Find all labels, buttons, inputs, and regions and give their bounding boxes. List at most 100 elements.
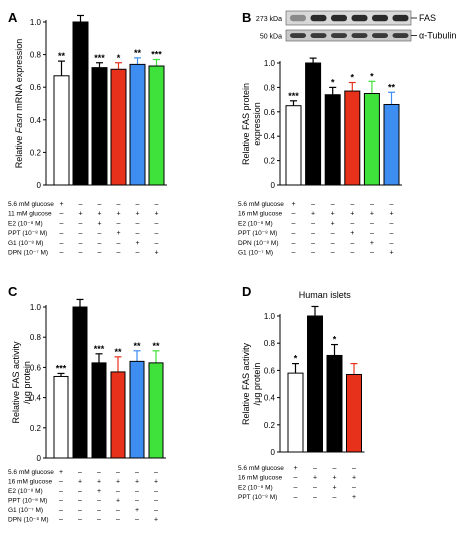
y-tick-label: 0.6 bbox=[30, 363, 42, 372]
condition-mark: – bbox=[97, 469, 101, 476]
y-tick-label: 0.8 bbox=[30, 51, 42, 60]
condition-mark: – bbox=[154, 507, 158, 514]
condition-mark: + bbox=[97, 488, 101, 495]
condition-label: DPN (10⁻⁷ M) bbox=[8, 250, 48, 257]
y-axis-label: Relative Fasn mRNA expression bbox=[14, 39, 24, 169]
blot-band bbox=[392, 33, 409, 39]
condition-label: G1 (10⁻⁸ M) bbox=[8, 240, 43, 247]
condition-mark: – bbox=[79, 250, 83, 257]
condition-label: 16 mM glucose bbox=[238, 475, 282, 482]
y-tick-label: 1.0 bbox=[264, 59, 276, 68]
blot-band bbox=[392, 14, 409, 22]
condition-mark: – bbox=[313, 465, 317, 472]
y-axis-label-line: Relative FAS activity bbox=[11, 341, 21, 424]
y-tick-label: 0.6 bbox=[264, 366, 276, 375]
condition-mark: – bbox=[292, 220, 296, 227]
y-tick-label: 1.0 bbox=[30, 18, 42, 27]
significance-label: ** bbox=[152, 341, 160, 351]
bar bbox=[148, 65, 165, 186]
blot-row: 273 kDa FAS bbox=[256, 10, 436, 26]
condition-mark: – bbox=[79, 240, 83, 247]
condition-mark: – bbox=[292, 211, 296, 218]
bar bbox=[363, 93, 380, 186]
condition-mark: – bbox=[135, 517, 139, 524]
significance-label: * bbox=[333, 335, 337, 345]
condition-label: G1 (10⁻⁷ M) bbox=[238, 250, 273, 257]
panel-letter: B bbox=[242, 10, 251, 25]
y-tick-label: 0.2 bbox=[264, 157, 276, 166]
condition-mark: + bbox=[154, 479, 158, 486]
panel-letter: C bbox=[8, 284, 18, 299]
condition-mark: – bbox=[292, 230, 296, 237]
condition-mark: – bbox=[116, 517, 120, 524]
condition-mark: – bbox=[60, 211, 64, 218]
condition-mark: + bbox=[78, 479, 82, 486]
y-tick-label: 1.0 bbox=[30, 303, 42, 312]
condition-mark: – bbox=[352, 465, 356, 472]
condition-mark: – bbox=[97, 498, 101, 505]
condition-mark: + bbox=[135, 507, 139, 514]
condition-mark: – bbox=[98, 240, 102, 247]
condition-mark: – bbox=[311, 250, 315, 257]
condition-label: PPT (10⁻⁸ M) bbox=[8, 230, 47, 237]
condition-mark: + bbox=[154, 517, 158, 524]
condition-mark: – bbox=[78, 507, 82, 514]
condition-mark: – bbox=[155, 230, 159, 237]
y-tick-label: 0.6 bbox=[264, 108, 276, 117]
condition-mark: + bbox=[313, 475, 317, 482]
condition-mark: + bbox=[154, 211, 158, 218]
condition-label: E2 (10⁻⁸ M) bbox=[8, 488, 43, 495]
condition-mark: – bbox=[60, 230, 64, 237]
y-axis-label-line: Relative FAS protein bbox=[241, 83, 251, 165]
condition-label: 5.6 mM glucose bbox=[8, 469, 54, 476]
condition-label: DPN (10⁻⁸ M) bbox=[238, 240, 278, 247]
condition-label: 16 mM glucose bbox=[238, 211, 282, 218]
bar bbox=[129, 63, 146, 186]
panel-d: D 0 0.2 0.4 0.6 0.8 1.0 Relative FAS activity/μ… bbox=[238, 284, 365, 501]
blot-band bbox=[331, 33, 347, 39]
condition-mark: – bbox=[333, 465, 337, 472]
condition-mark: – bbox=[97, 517, 101, 524]
significance-label: * bbox=[117, 53, 121, 63]
blot-band bbox=[351, 33, 368, 39]
y-axis-label-line: Relative FAS activity bbox=[241, 342, 251, 425]
y-tick-label: 0.4 bbox=[30, 394, 42, 403]
y-axis-label-line: /μg protein bbox=[22, 361, 32, 404]
condition-mark: + bbox=[352, 494, 356, 501]
condition-mark: – bbox=[294, 494, 298, 501]
blot-band bbox=[372, 33, 388, 39]
condition-mark: – bbox=[117, 250, 121, 257]
condition-mark: + bbox=[97, 211, 101, 218]
bar bbox=[148, 362, 164, 459]
condition-mark: + bbox=[135, 240, 139, 247]
condition-mark: – bbox=[98, 201, 102, 208]
condition-mark: – bbox=[370, 220, 374, 227]
y-tick-label: 0 bbox=[37, 454, 42, 463]
condition-mark: – bbox=[136, 201, 140, 208]
condition-mark: – bbox=[311, 201, 315, 208]
significance-label: ** bbox=[114, 347, 122, 357]
significance-label: *** bbox=[151, 49, 162, 59]
condition-mark: + bbox=[135, 211, 139, 218]
bar bbox=[287, 372, 304, 453]
condition-mark: – bbox=[331, 201, 335, 208]
condition-mark: – bbox=[79, 220, 83, 227]
condition-mark: – bbox=[390, 220, 394, 227]
condition-mark: – bbox=[136, 230, 140, 237]
condition-mark: + bbox=[116, 498, 120, 505]
condition-mark: – bbox=[60, 220, 64, 227]
blot-protein-label: α-Tubulin bbox=[419, 31, 456, 41]
condition-mark: – bbox=[117, 240, 121, 247]
condition-label: 11 mM glucose bbox=[8, 211, 52, 218]
bar bbox=[53, 375, 69, 459]
condition-mark: – bbox=[311, 220, 315, 227]
blot-band bbox=[372, 14, 388, 22]
condition-mark: – bbox=[78, 498, 82, 505]
blot-kda-label: 273 kDa bbox=[256, 16, 282, 23]
condition-mark: – bbox=[98, 230, 102, 237]
condition-mark: – bbox=[59, 507, 63, 514]
condition-mark: + bbox=[293, 465, 297, 472]
blot-kda-label: 50 kDa bbox=[260, 34, 282, 41]
y-axis-label-part: mRNA expression bbox=[14, 39, 24, 114]
blot-band bbox=[290, 14, 306, 22]
